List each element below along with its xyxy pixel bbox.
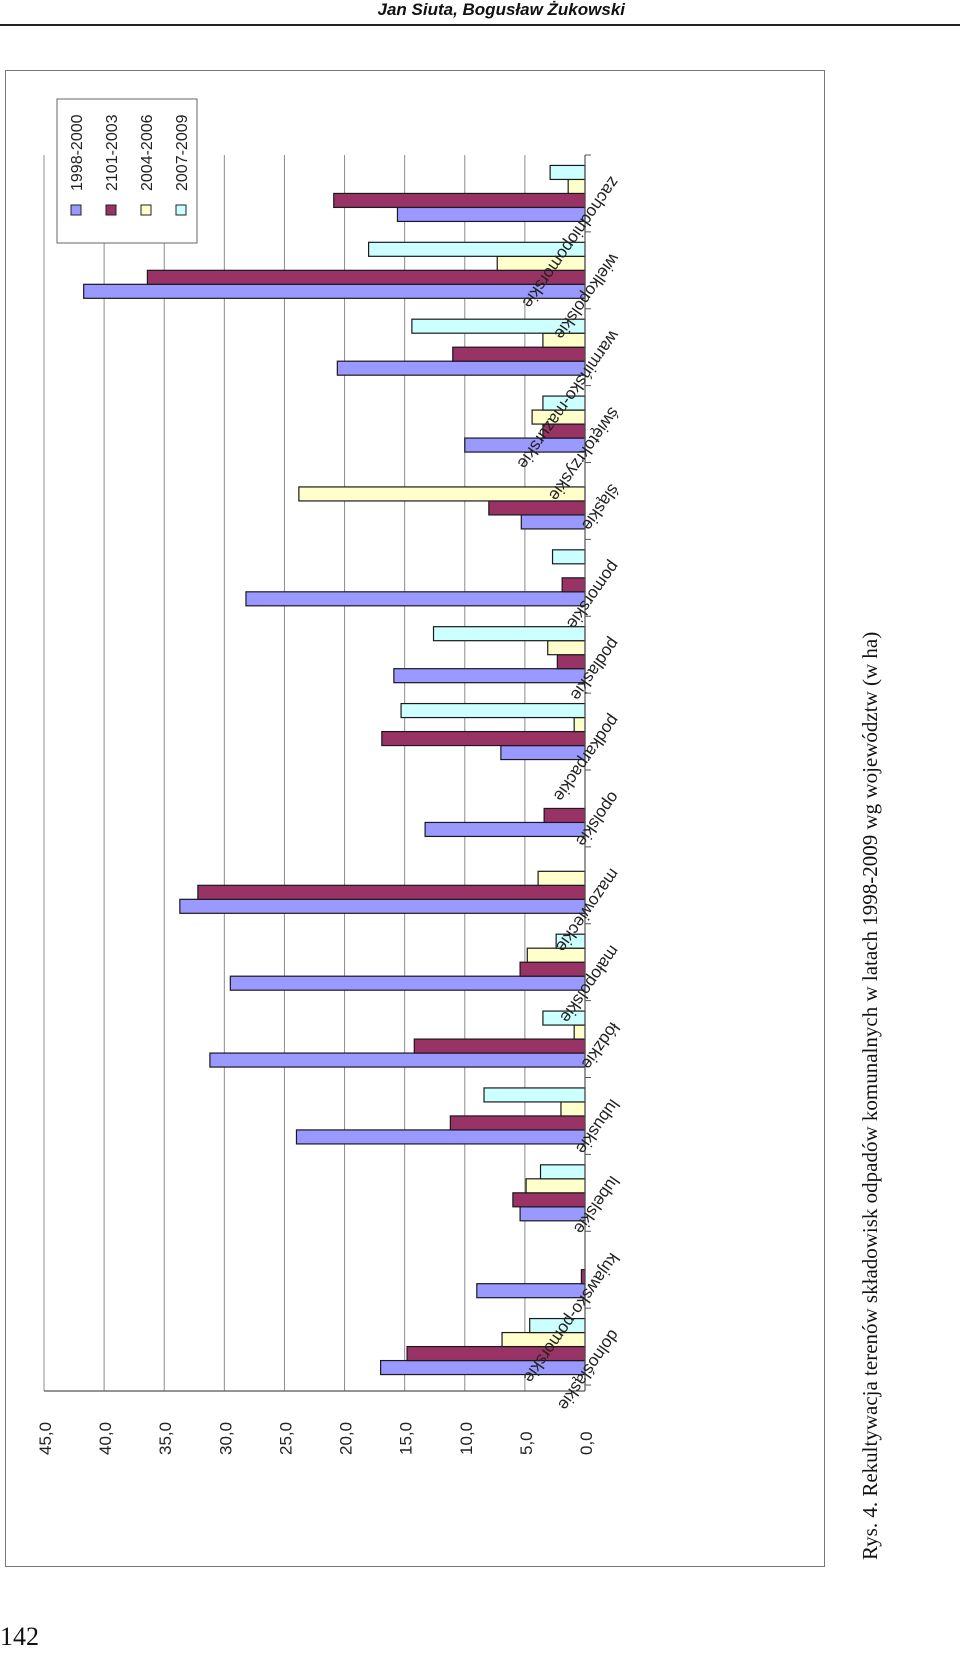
- bar-2007-2009-lubuskie: [483, 1087, 586, 1103]
- bar-2004-2006-zachodniopomorskie: [567, 178, 586, 195]
- bar-2004-2006-lubuskie: [560, 1101, 586, 1117]
- bar-2101-2003-zachodniopomorskie: [333, 192, 586, 209]
- legend-swatch-2101-2003: [105, 204, 117, 216]
- value-tick-label: 5,0: [517, 1431, 536, 1455]
- bar-2101-2003-śląskie: [488, 500, 586, 516]
- page-number: 142: [0, 1622, 39, 1651]
- bar-1998-2000-kujawsko-pomorskie: [476, 1283, 586, 1299]
- legend-box: [56, 98, 198, 244]
- legend-swatch-2007-2009: [175, 204, 187, 216]
- header-authors: Jan Siuta, Bogusław Żukowski: [377, 0, 626, 19]
- bar-2007-2009-zachodniopomorskie: [549, 164, 586, 181]
- value-tick-label: 20,0: [337, 1422, 356, 1455]
- bar-1998-2000-zachodniopomorskie: [396, 206, 586, 223]
- value-tick-label: 0,0: [577, 1431, 596, 1455]
- bar-2101-2003-pomorskie: [561, 577, 586, 593]
- bar-2004-2006-małopolskie: [526, 947, 586, 963]
- grid-lines: [43, 155, 526, 1391]
- bar-2007-2009-podlaskie: [432, 626, 586, 642]
- bar-2101-2003-warmińsko-mazurskie: [452, 346, 586, 362]
- bar-2101-2003-łódzkie: [413, 1038, 586, 1054]
- bars: [83, 164, 586, 1376]
- bar-1998-2000-podlaskie: [393, 668, 586, 684]
- page-header: Jan Siuta, Bogusław Żukowski: [0, 0, 960, 30]
- legend-label: 1998-2000: [69, 114, 86, 191]
- bar-2101-2003-małopolskie: [519, 961, 586, 977]
- header-rule: [0, 24, 960, 26]
- bar-2004-2006-podkarpackie: [573, 716, 586, 733]
- bar-2004-2006-podlaskie: [547, 640, 586, 656]
- bar-2004-2006-łódzkie: [573, 1024, 586, 1040]
- bar-1998-2000-warmińsko-mazurskie: [336, 360, 586, 376]
- value-tick-label: 25,0: [276, 1422, 295, 1455]
- bar-2004-2006-mazowieckie: [537, 870, 586, 886]
- value-tick-label: 15,0: [397, 1422, 416, 1455]
- bar-1998-2000-łódzkie: [209, 1052, 586, 1068]
- bar-2004-2006-śląskie: [298, 486, 586, 502]
- bar-2101-2003-podlaskie: [556, 654, 586, 670]
- bar-2007-2009-podkarpackie: [400, 702, 586, 719]
- bar-1998-2000-śląskie: [520, 514, 586, 530]
- bar-1998-2000-pomorskie: [245, 591, 586, 607]
- bar-2004-2006-lubelskie: [525, 1178, 586, 1194]
- bar-2101-2003-lubelskie: [512, 1192, 586, 1208]
- legend-swatch-2004-2006: [140, 204, 152, 216]
- legend-swatch-1998-2000: [70, 204, 82, 216]
- legend-label: 2101-2003: [104, 114, 121, 191]
- bar-1998-2000-wielkopolskie: [83, 283, 586, 299]
- value-tick-label: 35,0: [156, 1422, 175, 1455]
- axes: [44, 154, 591, 1392]
- bar-1998-2000-podkarpackie: [500, 744, 586, 761]
- bar-2101-2003-mazowieckie: [197, 884, 586, 900]
- bar-1998-2000-małopolskie: [229, 975, 586, 991]
- bar-2007-2009-lubelskie: [539, 1164, 586, 1180]
- value-tick-label: 10,0: [457, 1422, 476, 1455]
- bar-1998-2000-mazowieckie: [179, 898, 586, 914]
- bar-1998-2000-opolskie: [424, 821, 586, 838]
- bar-chart: 0,05,010,015,020,025,030,035,040,045,0 d…: [36, 98, 624, 1455]
- value-tick-labels: 0,0 5,0 10,0 15,0 20,0 25,0 30,0 35,0 40,0 45,0: [36, 1422, 596, 1455]
- value-tick-label: 45,0: [36, 1422, 55, 1455]
- legend: 1998-2000 2101-2003 2004-2006 2007-2009: [56, 98, 198, 244]
- bar-2101-2003-podkarpackie: [381, 730, 586, 747]
- bar-1998-2000-dolnośląskie: [380, 1359, 586, 1376]
- value-tick-label: 30,0: [216, 1422, 235, 1455]
- value-tick-label: 40,0: [96, 1422, 115, 1455]
- bar-1998-2000-lubuskie: [295, 1129, 586, 1145]
- legend-label: 2004-2006: [139, 114, 156, 191]
- bar-1998-2000-lubelskie: [519, 1206, 586, 1222]
- figure-caption: Rys. 4. Rekultywacja terenów składowisk …: [858, 631, 882, 1560]
- bar-2101-2003-wielkopolskie: [146, 269, 586, 285]
- chart-frame: 0,0 5,0 10,0 15,0 20,0 25,0 30,0 35,0 40,0 45,0 d…: [5, 70, 825, 1567]
- bar-2101-2003-opolskie: [543, 807, 586, 824]
- legend-label: 2007-2009: [174, 114, 191, 191]
- bar-2101-2003-lubuskie: [449, 1115, 586, 1131]
- bar-2007-2009-pomorskie: [551, 549, 586, 565]
